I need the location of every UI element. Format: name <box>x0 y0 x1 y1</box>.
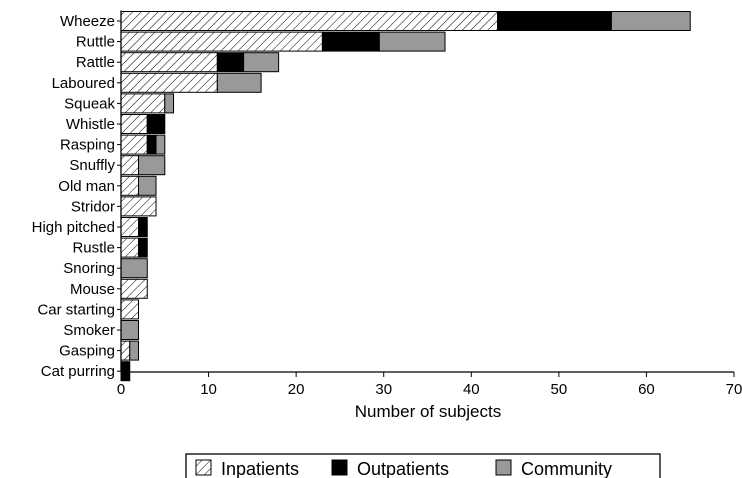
legend-label-outpatients: Outpatients <box>357 459 449 478</box>
bar-rattle-community <box>243 52 280 73</box>
category-label: Ruttle <box>76 34 115 51</box>
legend-box <box>185 453 661 478</box>
x-tick-label: 20 <box>288 381 305 398</box>
bar-high-pitched-inpatients <box>120 217 140 237</box>
category-label: Snoring <box>63 260 115 277</box>
category-label: Cat purring <box>41 363 115 380</box>
bar-laboured-community <box>216 72 262 93</box>
category-label: Laboured <box>52 75 115 92</box>
category-label: Stridor <box>71 198 115 215</box>
bar-snuffly-inpatients <box>120 155 140 176</box>
bar-ruttle-outpatients <box>321 31 380 52</box>
category-label: Old man <box>58 178 115 195</box>
bars-group <box>120 11 691 382</box>
x-tick-label: 10 <box>200 381 217 398</box>
bar-rustle-inpatients <box>120 237 140 258</box>
bar-wheeze-community <box>610 11 691 31</box>
bar-snuffly-community <box>138 155 166 176</box>
bar-stridor-inpatients <box>120 196 157 217</box>
category-label: Whistle <box>66 116 115 133</box>
bar-mouse-inpatients <box>120 278 148 299</box>
category-label: Snuffly <box>69 157 115 174</box>
bar-wheeze-inpatients <box>120 11 499 31</box>
bar-ruttle-community <box>378 31 446 52</box>
category-label: High pitched <box>32 219 115 236</box>
category-label: Rasping <box>60 137 115 154</box>
bar-rattle-inpatients <box>120 52 218 73</box>
x-tick-label: 30 <box>375 381 392 398</box>
legend-swatch-inpatients <box>195 459 212 476</box>
bar-rasping-inpatients <box>120 134 148 155</box>
x-tick-label: 50 <box>551 381 568 398</box>
category-label: Rustle <box>72 240 115 257</box>
bar-gasping-community <box>129 340 140 361</box>
x-axis: 0 10 20 30 40 50 60 70 <box>117 10 742 398</box>
x-axis-title: Number of subjects <box>355 402 501 421</box>
bar-smoker-community <box>120 320 140 340</box>
bar-car-starting-inpatients <box>120 299 140 320</box>
bar-ruttle-inpatients <box>120 31 323 52</box>
category-label: Squeak <box>64 95 115 112</box>
x-tick-label: 60 <box>638 381 655 398</box>
bar-rasping-outpatients <box>146 134 157 155</box>
category-label: Wheeze <box>60 13 115 30</box>
x-tick-label: 0 <box>117 381 125 398</box>
legend-swatch-outpatients <box>331 459 348 476</box>
bar-squeak-inpatients <box>120 93 166 114</box>
bar-rustle-outpatients <box>138 237 148 258</box>
category-label: Mouse <box>70 281 115 298</box>
legend-label-inpatients: Inpatients <box>221 459 299 478</box>
category-labels: Wheeze Ruttle Rattle Laboured Squeak Whistle R… <box>32 13 121 380</box>
bar-old-man-community <box>138 175 157 196</box>
category-label: Rattle <box>76 54 115 71</box>
legend-label-community: Community <box>521 459 612 478</box>
bar-rasping-community <box>155 134 166 155</box>
x-tick-label: 40 <box>463 381 480 398</box>
bar-squeak-community <box>164 93 175 114</box>
bar-cat-purring-outpatients <box>120 361 131 382</box>
bar-wheeze-outpatients <box>497 11 612 31</box>
category-label: Gasping <box>59 343 115 360</box>
bar-whistle-outpatients <box>146 114 166 134</box>
bar-whistle-inpatients <box>120 114 148 134</box>
legend-swatch-community <box>495 459 512 476</box>
category-label: Smoker <box>63 322 115 339</box>
category-label: Car starting <box>37 301 115 318</box>
legend: Inpatients Outpatients Community <box>185 453 661 478</box>
bar-laboured-inpatients <box>120 72 218 93</box>
bar-rattle-outpatients <box>216 52 245 73</box>
bar-old-man-inpatients <box>120 175 140 196</box>
bar-gasping-inpatients <box>120 340 131 361</box>
bar-snoring-community <box>120 258 148 279</box>
x-tick-label: 70 <box>726 381 742 398</box>
bar-high-pitched-outpatients <box>138 217 148 237</box>
